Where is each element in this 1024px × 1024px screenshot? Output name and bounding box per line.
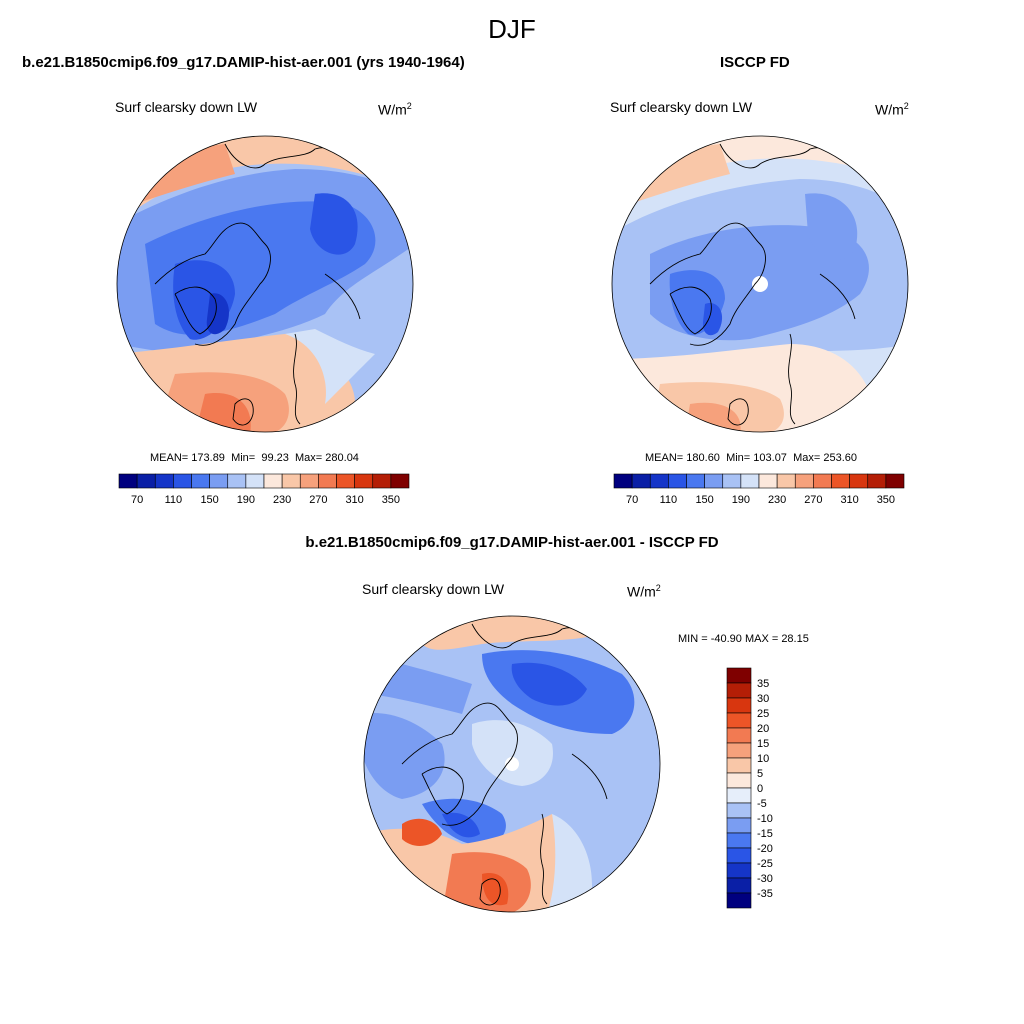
panel3-colorbar-box: [726, 892, 752, 909]
panel1-colorbar-label: 270: [309, 494, 327, 506]
panel2-units: W/m2: [875, 101, 909, 118]
panel1-colorbar-box: [118, 473, 138, 489]
panel2-colorbar-box: [794, 473, 814, 489]
panel2-colorbar: 70 110 150 190 230 270 310 350: [613, 473, 905, 506]
panel2-polar-map: [611, 135, 909, 433]
panel3-colorbar-label: 20: [757, 723, 769, 735]
panel3-colorbar-label: 0: [757, 783, 763, 795]
panel1-colorbar-box: [245, 473, 265, 489]
panel3-colorbar-box: [726, 817, 752, 834]
panel1-stats: MEAN= 173.89 Min= 99.23 Max= 280.04: [150, 452, 359, 464]
panel2-colorbar-box: [831, 473, 850, 489]
panel1-colorbar-box: [227, 473, 247, 489]
panel3-colorbar-box: [726, 802, 752, 819]
panel1-colorbar-label: 190: [237, 494, 255, 506]
panel1-colorbar-box: [299, 473, 319, 489]
panel3-colorbar-label: 25: [757, 708, 769, 720]
panel3-colorbar-label: -30: [757, 873, 773, 885]
panel1-colorbar-label: 350: [382, 494, 400, 506]
panel2-colorbar-label: 350: [877, 494, 895, 506]
panel3-colorbar-box: [726, 697, 752, 714]
panel3-colorbar-label: -20: [757, 843, 773, 855]
panel1-title: b.e21.B1850cmip6.f09_g17.DAMIP-hist-aer.…: [22, 54, 465, 71]
panel2-colorbar-box: [758, 473, 778, 489]
panel1-colorbar-label: 310: [345, 494, 363, 506]
panel2-colorbar-box: [686, 473, 705, 489]
panel2-colorbar-label: 310: [840, 494, 858, 506]
panel1-colorbar-box: [354, 473, 374, 489]
panel3-colorbar-box: [726, 787, 752, 804]
panel3-colorbar-label: 5: [757, 768, 763, 780]
panel3-colorbar-label: -15: [757, 828, 773, 840]
panel1-colorbar-box: [209, 473, 229, 489]
panel2-colorbar-box: [613, 473, 633, 489]
panel2-colorbar-box: [849, 473, 869, 489]
panel2-title: ISCCP FD: [720, 54, 790, 71]
panel3-colorbar-label: 15: [757, 738, 769, 750]
panel3-colorbar-label: 10: [757, 753, 769, 765]
panel1-colorbar-box: [318, 473, 337, 489]
panel1-colorbar-box: [281, 473, 301, 489]
panel1-colorbar-box: [390, 473, 410, 489]
panel2-colorbar-box: [704, 473, 724, 489]
panel2-colorbar-box: [813, 473, 832, 489]
panel3-colorbar-box: [726, 712, 752, 729]
panel3-colorbar-label: 35: [757, 678, 769, 690]
panel2-colorbar-label: 150: [695, 494, 713, 506]
panel1-colorbar-box: [173, 473, 192, 489]
panel1-colorbar-label: 150: [200, 494, 218, 506]
panel1-colorbar-box: [336, 473, 355, 489]
panel3-colorbar: 35 30 25 20 15 10 5 0 -5 -10 -15 -20 -25 -30 -35: [726, 667, 773, 909]
panel3-stats: MIN = -40.90 MAX = 28.15: [678, 633, 809, 645]
panel2-colorbar-box: [776, 473, 796, 489]
panel3-colorbar-box: [726, 862, 752, 879]
panel1-colorbar-label: 110: [165, 494, 183, 506]
panel1-colorbar-label: 230: [273, 494, 291, 506]
panel1-colorbar-box: [372, 473, 392, 489]
panel1-colorbar-box: [191, 473, 210, 489]
panel2-colorbar-label: 190: [732, 494, 750, 506]
panel1-units: W/m2: [378, 101, 412, 118]
panel1-colorbar-box: [136, 473, 156, 489]
panel1-colorbar-box: [263, 473, 283, 489]
panel2-colorbar-box: [740, 473, 760, 489]
panel3-colorbar-box: [726, 772, 752, 789]
panel2-colorbar-label: 70: [626, 494, 638, 506]
panel3-colorbar-label: -10: [757, 813, 773, 825]
panel3-colorbar-box: [726, 727, 752, 744]
panel3-colorbar-label: -5: [757, 798, 767, 810]
panel1-colorbar-box: [154, 473, 174, 489]
panel3-colorbar-label: -25: [757, 858, 773, 870]
panel1-colorbar: 70 110 150 190 230 270 310 350: [118, 473, 410, 506]
panel3-colorbar-label: -35: [757, 888, 773, 900]
panel3-colorbar-label: 30: [757, 693, 769, 705]
panel3-colorbar-box: [726, 832, 752, 849]
panel3-title: b.e21.B1850cmip6.f09_g17.DAMIP-hist-aer.…: [305, 534, 719, 551]
panel2-colorbar-box: [631, 473, 651, 489]
panel3-colorbar-box: [726, 667, 752, 684]
panel3-colorbar-box: [726, 742, 752, 759]
panel1-colorbar-label: 70: [131, 494, 143, 506]
panel2-colorbar-label: 110: [660, 494, 678, 506]
panel3-polar-map: [363, 615, 661, 913]
panel1-polar-map: [116, 135, 414, 433]
panel2-colorbar-label: 230: [768, 494, 786, 506]
panel2-colorbar-box: [885, 473, 905, 489]
panel2-colorbar-label: 270: [804, 494, 822, 506]
page-title: DJF: [488, 14, 536, 44]
panel2-colorbar-box: [867, 473, 887, 489]
panel2-colorbar-box: [668, 473, 687, 489]
panel2-variable-label: Surf clearsky down LW: [610, 99, 753, 115]
panel3-variable-label: Surf clearsky down LW: [362, 581, 505, 597]
panel3-colorbar-box: [726, 877, 752, 894]
panel3-colorbar-box: [726, 847, 752, 864]
panel3-units: W/m2: [627, 583, 661, 600]
panel1-variable-label: Surf clearsky down LW: [115, 99, 258, 115]
panel2-stats: MEAN= 180.60 Min= 103.07 Max= 253.60: [645, 452, 857, 464]
panel2-colorbar-box: [649, 473, 669, 489]
panel2-colorbar-box: [722, 473, 742, 489]
panel3-colorbar-box: [726, 682, 752, 699]
panel3-colorbar-box: [726, 757, 752, 774]
